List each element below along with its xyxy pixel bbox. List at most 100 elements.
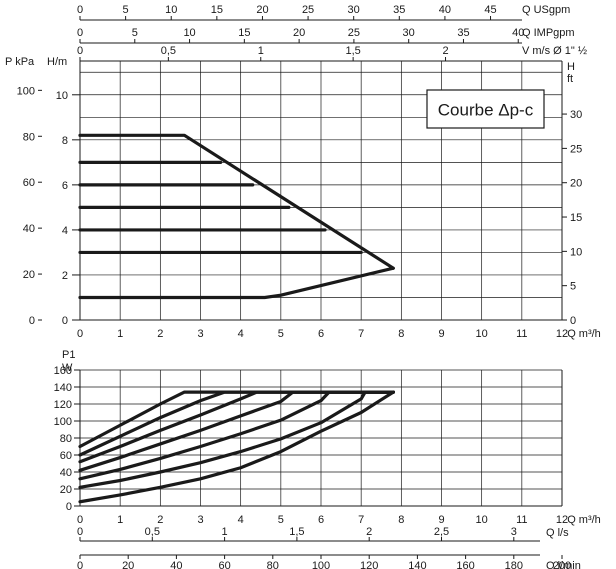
top-axis-tick-label: 35 (457, 27, 469, 39)
y-tick-label: 160 (54, 365, 72, 377)
y-right-tick-label: 5 (570, 281, 576, 293)
y-right-tick-label: 15 (570, 212, 582, 224)
y-tick-label-hm: 10 (56, 90, 68, 102)
x-tick-label: 5 (278, 514, 284, 526)
y-tick-label-kpa: 60 (23, 177, 35, 189)
y-tick-label: 100 (54, 416, 72, 428)
top-axis-tick-label: 45 (484, 4, 496, 16)
y-axis-unit-hm: H/m (47, 56, 67, 68)
bottom-axis-tick-label: 2,5 (434, 526, 449, 538)
top-axis-tick-label: 1 (258, 45, 264, 57)
x-tick-label: 9 (438, 514, 444, 526)
top-axis-tick-label: 40 (512, 27, 524, 39)
top-axis-tick-label: 25 (302, 4, 314, 16)
series-line (78, 390, 395, 481)
y-right-tick-label: 0 (570, 315, 576, 327)
x-tick-label: 4 (238, 514, 244, 526)
legend-title: Courbe Δp-c (438, 101, 534, 120)
x-tick-label: 3 (197, 328, 203, 340)
bottom-axis-tick-label: 1,5 (289, 526, 304, 538)
y-tick-label-hm: 8 (62, 135, 68, 147)
top-axis-tick-label: 5 (132, 27, 138, 39)
y-right-tick-label: 25 (570, 143, 582, 155)
top-axis-unit: Q USgpm (522, 4, 570, 16)
y-tick-label: 0 (66, 501, 72, 513)
x-tick-label: 2 (157, 514, 163, 526)
y-tick-label: 120 (54, 399, 72, 411)
y-tick-label-hm: 6 (62, 180, 68, 192)
x-axis-unit: Q m³/h (567, 328, 601, 340)
x-tick-label: 0 (77, 514, 83, 526)
y-axis-unit-kpa: P kPa (5, 56, 35, 68)
top-axis-tick-label: 0 (77, 4, 83, 16)
y-right-unit-h: H (567, 61, 575, 73)
y-tick-label: 20 (60, 484, 72, 496)
x-tick-label: 8 (398, 328, 404, 340)
x-tick-label: 9 (438, 328, 444, 340)
x-tick-label: 12 (556, 328, 568, 340)
x-tick-label: 4 (238, 328, 244, 340)
bottom-axis-tick-label: 20 (122, 560, 134, 569)
y-right-tick-label: 20 (570, 178, 582, 190)
bottom-axis-tick-label: 60 (218, 560, 230, 569)
x-tick-label: 7 (358, 514, 364, 526)
x-tick-label: 3 (197, 514, 203, 526)
x-tick-label: 1 (117, 514, 123, 526)
y-tick-label-hm: 0 (62, 315, 68, 327)
top-axis-tick-label: 25 (348, 27, 360, 39)
x-tick-label: 2 (157, 328, 163, 340)
legend-box (426, 89, 545, 129)
top-axis-tick-label: 20 (293, 27, 305, 39)
series-line (78, 390, 395, 504)
bottom-axis-tick-label: 0 (77, 560, 83, 569)
bottom-axis-unit: Q l/min (546, 560, 581, 569)
y-tick-label-kpa: 40 (23, 223, 35, 235)
top-axis-tick-label: 0 (77, 45, 83, 57)
y-tick-label-kpa: 0 (29, 315, 35, 327)
top-axis-tick-label: 0 (77, 27, 83, 39)
x-tick-label: 10 (476, 514, 488, 526)
x-tick-label: 6 (318, 328, 324, 340)
top-axis-tick-label: 35 (393, 4, 405, 16)
y-tick-label-kpa: 80 (23, 131, 35, 143)
bottom-axis-tick-label: 0,5 (145, 526, 160, 538)
y-right-tick-label: 30 (570, 109, 582, 121)
y-tick-label: 80 (60, 433, 72, 445)
bottom-axis-tick-label: 80 (267, 560, 279, 569)
top-axis-unit: Q IMPgpm (522, 27, 575, 39)
y-tick-label: 60 (60, 450, 72, 462)
top-axis-tick-label: 2 (442, 45, 448, 57)
y-tick-label: 140 (54, 382, 72, 394)
bottom-axis-tick-label: 120 (360, 560, 378, 569)
top-axis-tick-label: 5 (123, 4, 129, 16)
y-tick-label: 40 (60, 467, 72, 479)
y-tick-label-kpa: 20 (23, 269, 35, 281)
bottom-axis-tick-label: 140 (408, 560, 426, 569)
x-tick-label: 12 (556, 514, 568, 526)
y-tick-label-hm: 2 (62, 270, 68, 282)
x-tick-label: 8 (398, 514, 404, 526)
top-axis-unit: V m/s Ø 1" ½ (522, 45, 587, 57)
x-tick-label: 6 (318, 514, 324, 526)
bottom-axis-tick-label: 180 (505, 560, 523, 569)
x-tick-label: 10 (476, 328, 488, 340)
y-tick-label-hm: 4 (62, 225, 68, 237)
bottom-axis-tick-label: 200 (553, 560, 571, 569)
series-line (78, 390, 395, 464)
top-axis-tick-label: 10 (183, 27, 195, 39)
top-axis-tick-label: 30 (348, 4, 360, 16)
x-tick-label: 0 (77, 328, 83, 340)
y-tick-label-kpa: 100 (17, 85, 35, 97)
series-line (78, 266, 395, 300)
top-axis-tick-label: 10 (165, 4, 177, 16)
curve-legend: Courbe Δp-c (426, 89, 545, 129)
top-axis-tick-label: 30 (403, 27, 415, 39)
bottom-axis-unit: Q l/s (546, 527, 569, 539)
x-axis-unit: Q m³/h (567, 514, 601, 526)
bottom-axis-tick-label: 160 (456, 560, 474, 569)
y-axis-unit-p1: P1 (62, 349, 75, 361)
y-axis-unit-w: W (62, 362, 73, 374)
x-tick-label: 5 (278, 328, 284, 340)
